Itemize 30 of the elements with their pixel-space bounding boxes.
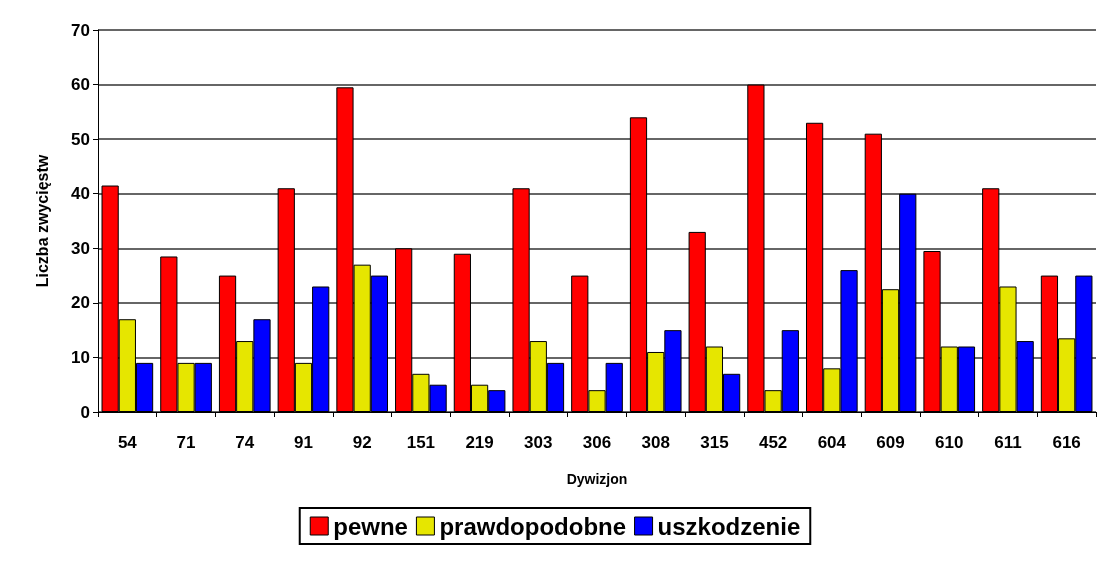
y-tick-label: 40 <box>71 184 90 204</box>
legend-label: prawdopodobne <box>439 512 627 540</box>
x-tick-label: 616 <box>1052 433 1081 452</box>
x-axis-title: Dywizjon <box>566 471 628 487</box>
legend-label: uszkodzenie <box>657 512 801 540</box>
x-tick-label: 609 <box>876 433 905 452</box>
x-tick-label: 151 <box>406 433 436 452</box>
legend-label: pewne <box>333 512 408 540</box>
x-tick-label: 54 <box>117 433 138 452</box>
y-tick-label: 30 <box>71 238 90 258</box>
x-tick-label: 315 <box>700 433 729 452</box>
y-tick-label: 20 <box>71 293 90 313</box>
x-tick-label: 604 <box>817 433 847 452</box>
y-tick-label: 10 <box>71 347 90 367</box>
y-tick-label: 0 <box>80 402 90 422</box>
x-tick-label: 91 <box>294 433 313 452</box>
x-tick-label: 611 <box>994 433 1022 452</box>
x-tick-label: 219 <box>465 433 494 452</box>
y-tick-label: 50 <box>71 129 90 149</box>
x-tick-label: 610 <box>935 433 964 452</box>
x-tick-label: 303 <box>524 433 553 452</box>
y-axis-title: Liczba zwycięstw <box>33 154 51 288</box>
x-tick-label: 74 <box>235 433 255 452</box>
x-tick-label: 306 <box>582 433 612 452</box>
x-tick-label: 308 <box>641 433 670 452</box>
x-tick-label: 92 <box>352 433 372 452</box>
y-tick-label: 70 <box>71 20 90 40</box>
y-tick-label: 60 <box>71 75 90 95</box>
x-tick-label: 452 <box>758 433 788 452</box>
x-tick-label: 71 <box>176 433 196 452</box>
